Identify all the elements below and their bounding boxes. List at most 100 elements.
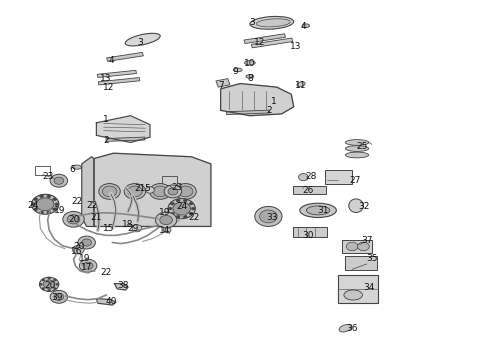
Text: 27: 27	[349, 176, 360, 185]
Bar	[216, 78, 230, 87]
Circle shape	[171, 212, 174, 215]
Text: 21: 21	[91, 213, 102, 222]
Text: 32: 32	[359, 202, 370, 211]
Circle shape	[155, 212, 177, 228]
Circle shape	[31, 194, 59, 214]
Text: 13: 13	[100, 74, 112, 83]
Text: 22: 22	[100, 268, 112, 277]
Text: 19: 19	[54, 206, 66, 215]
Text: 37: 37	[361, 236, 372, 245]
Circle shape	[36, 198, 54, 211]
Bar	[293, 186, 326, 194]
Bar	[162, 176, 177, 185]
Ellipse shape	[349, 199, 364, 212]
Text: 16: 16	[71, 247, 83, 256]
Circle shape	[34, 208, 38, 211]
Circle shape	[54, 293, 64, 300]
Ellipse shape	[345, 140, 369, 145]
Ellipse shape	[345, 146, 369, 152]
Circle shape	[173, 202, 191, 215]
Text: 26: 26	[303, 186, 314, 195]
Circle shape	[171, 202, 174, 205]
Circle shape	[50, 291, 68, 303]
Text: 36: 36	[346, 324, 358, 333]
Bar	[35, 166, 50, 175]
Circle shape	[48, 289, 50, 292]
Circle shape	[73, 246, 84, 254]
Circle shape	[55, 203, 59, 206]
Text: 8: 8	[247, 74, 253, 83]
Circle shape	[346, 242, 358, 251]
Bar	[343, 240, 372, 253]
Text: 19: 19	[159, 208, 171, 217]
Circle shape	[52, 198, 56, 201]
Circle shape	[176, 199, 180, 202]
Text: 21: 21	[135, 184, 146, 193]
Circle shape	[102, 186, 117, 197]
Bar	[107, 52, 144, 62]
Text: 1: 1	[271, 97, 277, 106]
Text: 25: 25	[356, 141, 368, 150]
Text: 10: 10	[244, 59, 256, 68]
Text: 22: 22	[188, 213, 199, 222]
Circle shape	[50, 174, 68, 187]
Ellipse shape	[246, 75, 254, 78]
Circle shape	[99, 184, 120, 199]
Circle shape	[63, 211, 84, 227]
Ellipse shape	[345, 152, 369, 158]
Text: 6: 6	[69, 165, 75, 174]
Circle shape	[67, 215, 80, 224]
Ellipse shape	[297, 82, 305, 87]
Ellipse shape	[300, 203, 336, 217]
Circle shape	[163, 227, 171, 233]
Text: 9: 9	[232, 67, 238, 76]
Circle shape	[164, 185, 182, 198]
Circle shape	[168, 188, 178, 195]
Polygon shape	[220, 84, 294, 116]
Circle shape	[40, 195, 44, 198]
Circle shape	[183, 215, 187, 218]
Text: 19: 19	[78, 254, 90, 263]
Text: 29: 29	[127, 224, 139, 233]
Circle shape	[149, 184, 171, 199]
Text: 4: 4	[108, 56, 114, 65]
Circle shape	[178, 186, 193, 197]
Ellipse shape	[250, 17, 294, 29]
Circle shape	[43, 280, 55, 289]
Circle shape	[32, 203, 36, 206]
Ellipse shape	[256, 19, 290, 27]
Circle shape	[260, 210, 277, 223]
Text: 23: 23	[42, 172, 53, 181]
Circle shape	[82, 239, 92, 246]
Text: 34: 34	[364, 283, 375, 292]
Circle shape	[255, 206, 282, 226]
Polygon shape	[82, 157, 94, 226]
Text: 12: 12	[103, 83, 114, 92]
Text: 23: 23	[171, 183, 182, 192]
Ellipse shape	[344, 290, 363, 300]
Polygon shape	[97, 116, 150, 143]
Circle shape	[42, 288, 45, 290]
Circle shape	[83, 262, 93, 269]
Circle shape	[47, 195, 51, 198]
Circle shape	[168, 199, 196, 219]
Text: 5: 5	[145, 184, 150, 193]
Circle shape	[146, 187, 154, 193]
Text: 20: 20	[74, 242, 85, 251]
Text: 2: 2	[267, 106, 272, 115]
Text: 2: 2	[103, 136, 109, 145]
Ellipse shape	[73, 165, 81, 169]
Circle shape	[47, 211, 51, 214]
Text: 30: 30	[303, 231, 314, 240]
Polygon shape	[97, 298, 116, 305]
Text: 13: 13	[291, 41, 302, 50]
Circle shape	[34, 198, 38, 201]
Bar	[325, 170, 352, 184]
Text: 12: 12	[254, 38, 265, 47]
Circle shape	[176, 215, 180, 218]
Circle shape	[39, 283, 42, 285]
Ellipse shape	[125, 33, 160, 46]
Ellipse shape	[245, 61, 255, 65]
Circle shape	[78, 236, 96, 249]
Text: 31: 31	[317, 206, 329, 215]
